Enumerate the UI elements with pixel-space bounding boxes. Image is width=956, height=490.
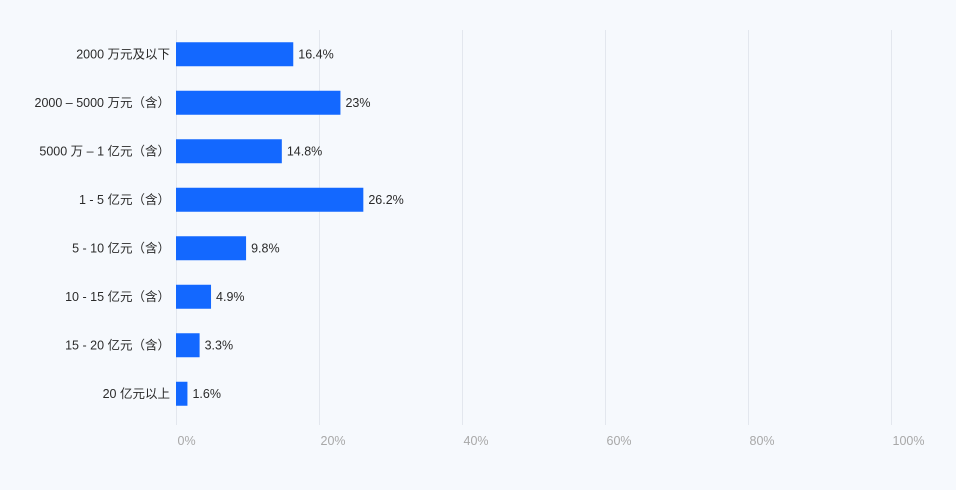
x-tick-label: 0% [178, 434, 196, 448]
bar [176, 333, 200, 358]
bar-value-label: 9.8% [251, 242, 280, 256]
category-label: 15 - 20 亿元（含） [65, 338, 170, 353]
category-label: 5 - 10 亿元（含） [72, 241, 170, 256]
bar [176, 284, 212, 309]
x-tick-label: 80% [750, 434, 775, 448]
bar-value-label: 26.2% [368, 193, 403, 207]
x-gridlines [176, 30, 892, 425]
x-tick-label: 100% [893, 434, 925, 448]
bar-value-label: 16.4% [298, 48, 333, 62]
bar-value-label: 14.8% [287, 145, 322, 159]
category-label: 5000 万 – 1 亿元（含） [39, 144, 170, 159]
bar [176, 139, 282, 164]
category-label: 2000 万元及以下 [76, 48, 170, 62]
x-axis-tick-labels: 0% 20% 40% 60% 80% 100% [178, 434, 925, 448]
category-label: 10 - 15 亿元（含） [65, 289, 170, 304]
category-label: 1 - 5 亿元（含） [79, 192, 170, 207]
bar [176, 42, 294, 67]
bar-value-label: 3.3% [205, 339, 234, 353]
bar [176, 187, 364, 212]
bar-value-label: 1.6% [192, 387, 221, 401]
bar-value-label: 4.9% [216, 290, 245, 304]
bar [176, 90, 341, 115]
category-label: 20 亿元以上 [103, 386, 170, 401]
bar [176, 381, 188, 406]
bar-value-label: 23% [345, 96, 370, 110]
bars [176, 42, 364, 406]
y-axis-category-labels: 2000 万元及以下 2000 – 5000 万元（含） 5000 万 – 1 亿元… [35, 48, 171, 402]
x-tick-label: 40% [464, 434, 489, 448]
x-tick-label: 60% [607, 434, 632, 448]
category-label: 2000 – 5000 万元（含） [35, 95, 171, 110]
bar-value-labels: 16.4% 23% 14.8% 26.2% 9.8% 4.9% 3.3% 1.6% [192, 48, 403, 402]
x-tick-label: 20% [321, 434, 346, 448]
bar [176, 236, 247, 261]
